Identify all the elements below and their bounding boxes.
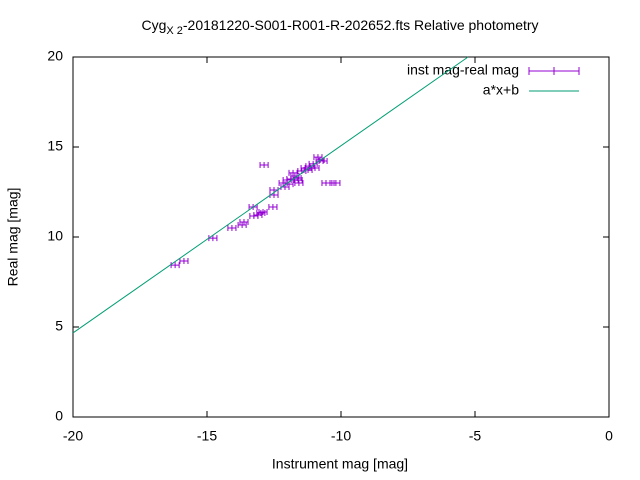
point-error-bar xyxy=(294,180,304,186)
chart-title: CygX 2-20181220-S001-R001-R-202652.fts R… xyxy=(141,17,538,37)
y-tick-label: 5 xyxy=(55,318,63,334)
point-error-bar xyxy=(293,176,303,183)
point-error-bar xyxy=(331,180,341,186)
point-error-bar xyxy=(253,212,263,219)
x-tick-label: 0 xyxy=(605,428,613,444)
point-error-bar xyxy=(269,187,279,194)
y-tick-label: 20 xyxy=(47,48,63,64)
x-tick-label: -5 xyxy=(469,428,482,444)
point-error-bar xyxy=(308,160,318,167)
point-error-bar xyxy=(284,181,294,188)
point-error-bar xyxy=(258,208,268,215)
title-part: -20181220-S001-R001-R-202652.fts Relativ… xyxy=(183,17,539,33)
title-part: Cyg xyxy=(141,17,166,33)
point-error-bar xyxy=(239,219,249,226)
point-error-bar xyxy=(259,162,269,168)
legend-swatch xyxy=(528,67,580,75)
x-tick-label: -20 xyxy=(63,428,83,444)
fit-line xyxy=(72,56,469,334)
point-error-bar xyxy=(305,163,315,170)
point-error-bar xyxy=(297,167,307,174)
legend-label: inst mag-real mag xyxy=(407,62,519,78)
point-error-bar xyxy=(288,169,298,176)
point-error-bar xyxy=(325,180,335,186)
point-error-bar xyxy=(278,180,288,186)
point-error-bar xyxy=(303,167,313,174)
x-axis-label: Instrument mag [mag] xyxy=(272,456,408,472)
title-subscript: X 2 xyxy=(166,25,183,37)
point-error-bar xyxy=(290,172,300,179)
point-error-bar xyxy=(300,165,310,172)
point-error-bar xyxy=(292,174,302,181)
y-tick-label: 0 xyxy=(55,408,63,424)
point-error-bar xyxy=(227,225,237,231)
point-error-bar xyxy=(170,262,180,269)
point-error-bar xyxy=(268,203,278,210)
plot-border xyxy=(72,56,610,418)
x-tick-label: -10 xyxy=(331,428,351,444)
y-tick-label: 10 xyxy=(47,228,63,244)
legend-label: a*x+b xyxy=(483,82,519,98)
point-error-bar xyxy=(313,154,323,161)
point-error-bar xyxy=(286,176,296,183)
point-error-bar xyxy=(179,257,189,264)
y-axis-label: Real mag [mag] xyxy=(5,188,21,287)
point-error-bar xyxy=(237,221,247,228)
y-tick-label: 15 xyxy=(47,138,63,154)
point-error-bar xyxy=(256,210,266,217)
point-error-bar xyxy=(310,165,320,172)
point-error-bar xyxy=(208,235,218,242)
x-tick-label: -15 xyxy=(197,428,217,444)
